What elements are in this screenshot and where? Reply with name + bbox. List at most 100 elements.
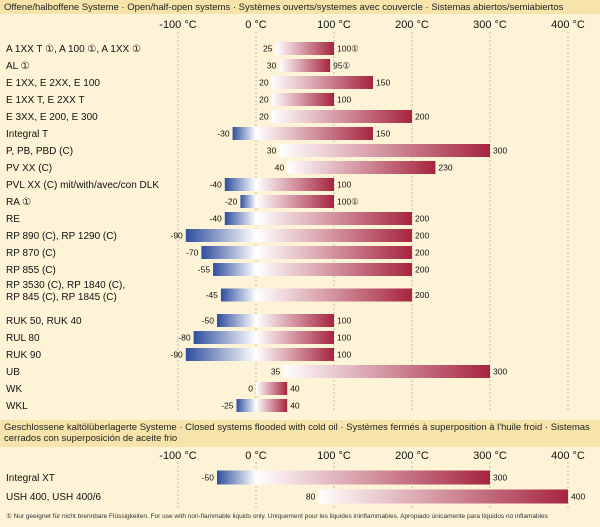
min-value-label: 0: [248, 384, 253, 394]
x-tick-label: -100 °C: [159, 450, 196, 462]
footnote-mark: ①: [6, 513, 14, 520]
max-value-label: 95①: [333, 61, 350, 71]
range-row: E 1XX, E 2XX, E 100 20 150: [6, 76, 390, 89]
hot-bar: [256, 399, 288, 412]
min-value-label: 40: [275, 163, 285, 173]
max-value-label: 100: [337, 316, 351, 326]
hot-bar: [256, 127, 373, 140]
x-tick-label: 0 °C: [245, 450, 267, 462]
section-title-open: Offene/halboffene Systeme · Open/half-op…: [4, 2, 564, 13]
range-row: RE -40 200: [6, 212, 429, 225]
range-row: Integral XT -50 300: [6, 470, 507, 485]
max-value-label: 150: [376, 78, 390, 88]
max-value-label: 100: [337, 350, 351, 360]
min-value-label: -20: [225, 197, 238, 207]
section-header-closed: Geschlossene kaltölüberlagerte Systeme ·…: [0, 420, 600, 447]
range-row: E 3XX, E 200, E 300 20 200: [6, 110, 429, 123]
max-value-label: 150: [376, 129, 390, 139]
hot-bar: [283, 365, 490, 378]
max-value-label: 100: [337, 333, 351, 343]
hot-bar: [256, 212, 412, 225]
row-label: RUK 90: [6, 350, 41, 361]
hot-bar: [256, 229, 412, 242]
min-value-label: -50: [202, 473, 215, 483]
hot-bar: [256, 246, 412, 259]
hot-bar: [256, 195, 334, 208]
x-tick-label: -100 °C: [159, 19, 196, 31]
range-row: WKL -25 40: [6, 399, 300, 412]
range-row: RP 870 (C) -70 200: [6, 246, 429, 259]
max-value-label: 200: [415, 214, 429, 224]
hot-bar: [318, 489, 568, 504]
x-tick-label: 400 °C: [551, 450, 585, 462]
hot-bar: [256, 348, 334, 361]
max-value-label: 40: [290, 384, 300, 394]
row-label: AL ①: [6, 61, 30, 72]
hot-bar: [256, 314, 334, 327]
min-value-label: -30: [217, 129, 230, 139]
range-row: RUK 90 -90 100: [6, 348, 351, 361]
min-value-label: 30: [267, 146, 277, 156]
footnote: ① Nur geeignet für nicht brennbare Flüss…: [6, 512, 548, 520]
row-label: USH 400, USH 400/6: [6, 492, 101, 503]
min-value-label: 25: [263, 44, 273, 54]
hot-bar: [271, 93, 334, 106]
range-row: RP 3530 (C), RP 1840 (C),RP 845 (C), RP …: [6, 280, 429, 303]
hot-bar: [279, 59, 331, 72]
range-row: RUL 80 -80 100: [6, 331, 351, 344]
min-value-label: 20: [259, 78, 269, 88]
row-label: E 1XX, E 2XX, E 100: [6, 78, 100, 89]
row-label: WK: [6, 384, 22, 395]
max-value-label: 100: [337, 95, 351, 105]
chart-closed-systems: -100 °C 0 °C 100 °C 200 °C 300 °C 400 °C Integ…: [0, 448, 600, 510]
hot-bar: [256, 178, 334, 191]
min-value-label: -90: [171, 231, 184, 241]
range-row: Integral T -30 150: [6, 127, 390, 140]
hot-bar: [279, 144, 490, 157]
cold-bar: [185, 229, 256, 242]
range-row: USH 400, USH 400/6 80 400: [6, 489, 585, 504]
hot-bar: [256, 331, 334, 344]
min-value-label: -40: [210, 214, 223, 224]
cold-bar: [185, 348, 256, 361]
max-value-label: 40: [290, 401, 300, 411]
min-value-label: 80: [306, 492, 316, 502]
min-value-label: 20: [259, 95, 269, 105]
footnote-text: Nur geeignet für nicht brennbare Flüssig…: [13, 513, 548, 520]
hot-bar: [256, 263, 412, 276]
range-row: RP 855 (C) -55 200: [6, 263, 429, 276]
range-row: RA ① -20 100①: [6, 195, 359, 208]
row-label: PV XX (C): [6, 163, 52, 174]
max-value-label: 230: [438, 163, 452, 173]
row-label: E 3XX, E 200, E 300: [6, 112, 98, 123]
min-value-label: -50: [202, 316, 215, 326]
range-row: RUK 50, RUK 40 -50 100: [6, 314, 351, 327]
row-label: RP 855 (C): [6, 265, 56, 276]
range-row: AL ① 30 95①: [6, 59, 351, 72]
min-value-label: -40: [210, 180, 223, 190]
range-row: PV XX (C) 40 230: [6, 161, 453, 174]
range-row: PVL XX (C) mit/with/avec/con DLK -40 100: [6, 178, 351, 191]
section-header-open: Offene/halboffene Systeme · Open/half-op…: [0, 0, 600, 14]
min-value-label: -70: [186, 248, 199, 258]
hot-bar: [287, 161, 436, 174]
range-row: A 1XX T ①, A 100 ①, A 1XX ① 25 100①: [6, 42, 359, 55]
hot-bar: [256, 470, 490, 485]
row-label: Integral XT: [6, 473, 55, 484]
row-label: RP 870 (C): [6, 248, 56, 259]
hot-bar: [271, 110, 412, 123]
cold-bar: [240, 195, 256, 208]
min-value-label: 20: [259, 112, 269, 122]
row-label: UB: [6, 367, 20, 378]
min-value-label: 30: [267, 61, 277, 71]
section-title-closed: Geschlossene kaltölüberlagerte Systeme ·…: [4, 422, 590, 444]
row-label: PVL XX (C) mit/with/avec/con DLK: [6, 180, 159, 191]
range-row: RP 890 (C), RP 1290 (C) -90 200: [6, 229, 429, 242]
x-tick-label: 200 °C: [395, 19, 429, 31]
row-label: RE: [6, 214, 20, 225]
cold-bar: [224, 178, 256, 191]
max-value-label: 400: [571, 492, 585, 502]
range-row: WK 0 40: [6, 382, 300, 395]
cold-bar: [213, 263, 256, 276]
row-label-line2: RP 845 (C), RP 1845 (C): [6, 292, 117, 303]
